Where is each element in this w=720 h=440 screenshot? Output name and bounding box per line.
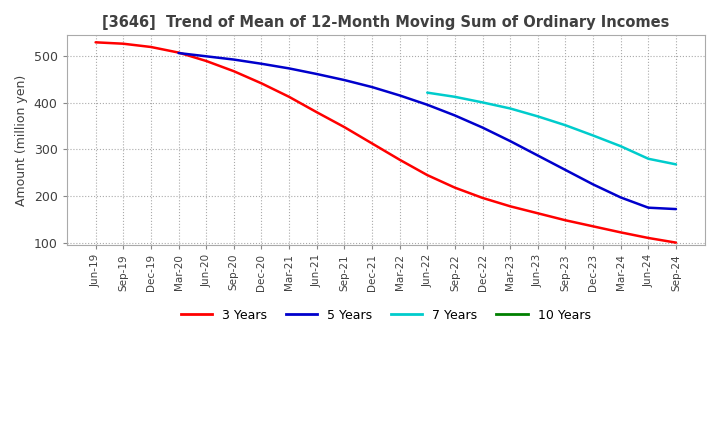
3 Years bbox=[589, 224, 598, 229]
3 Years bbox=[561, 218, 570, 223]
5 Years bbox=[589, 182, 598, 187]
7 Years bbox=[451, 94, 459, 99]
Title: [3646]  Trend of Mean of 12-Month Moving Sum of Ordinary Incomes: [3646] Trend of Mean of 12-Month Moving … bbox=[102, 15, 670, 30]
3 Years bbox=[312, 110, 321, 115]
7 Years bbox=[672, 162, 680, 167]
5 Years bbox=[284, 66, 293, 71]
5 Years bbox=[395, 93, 404, 98]
5 Years bbox=[616, 195, 625, 200]
5 Years bbox=[506, 139, 515, 144]
3 Years bbox=[174, 50, 183, 55]
5 Years bbox=[644, 205, 652, 210]
7 Years bbox=[423, 90, 431, 95]
5 Years bbox=[451, 113, 459, 118]
Legend: 3 Years, 5 Years, 7 Years, 10 Years: 3 Years, 5 Years, 7 Years, 10 Years bbox=[176, 304, 595, 327]
3 Years bbox=[506, 204, 515, 209]
5 Years bbox=[312, 71, 321, 77]
3 Years bbox=[230, 69, 238, 74]
5 Years bbox=[368, 84, 377, 90]
7 Years bbox=[589, 133, 598, 138]
3 Years bbox=[672, 240, 680, 245]
3 Years bbox=[284, 94, 293, 99]
5 Years bbox=[257, 61, 266, 66]
7 Years bbox=[478, 100, 487, 105]
7 Years bbox=[561, 123, 570, 128]
5 Years bbox=[534, 153, 542, 158]
5 Years bbox=[672, 206, 680, 212]
3 Years bbox=[202, 59, 210, 64]
5 Years bbox=[423, 102, 431, 107]
7 Years bbox=[506, 106, 515, 111]
3 Years bbox=[257, 81, 266, 86]
3 Years bbox=[147, 44, 156, 50]
5 Years bbox=[340, 77, 348, 83]
Line: 5 Years: 5 Years bbox=[179, 53, 676, 209]
3 Years bbox=[119, 41, 127, 46]
3 Years bbox=[368, 141, 377, 146]
Line: 7 Years: 7 Years bbox=[427, 93, 676, 165]
Line: 3 Years: 3 Years bbox=[96, 42, 676, 242]
3 Years bbox=[395, 157, 404, 162]
3 Years bbox=[423, 172, 431, 178]
7 Years bbox=[616, 143, 625, 149]
3 Years bbox=[644, 235, 652, 241]
5 Years bbox=[478, 125, 487, 130]
3 Years bbox=[340, 125, 348, 130]
3 Years bbox=[478, 195, 487, 201]
7 Years bbox=[644, 156, 652, 161]
3 Years bbox=[451, 185, 459, 190]
5 Years bbox=[174, 51, 183, 56]
5 Years bbox=[202, 54, 210, 59]
3 Years bbox=[91, 40, 100, 45]
5 Years bbox=[561, 167, 570, 172]
3 Years bbox=[616, 230, 625, 235]
Y-axis label: Amount (million yen): Amount (million yen) bbox=[15, 74, 28, 206]
5 Years bbox=[230, 57, 238, 62]
7 Years bbox=[534, 114, 542, 119]
3 Years bbox=[534, 211, 542, 216]
